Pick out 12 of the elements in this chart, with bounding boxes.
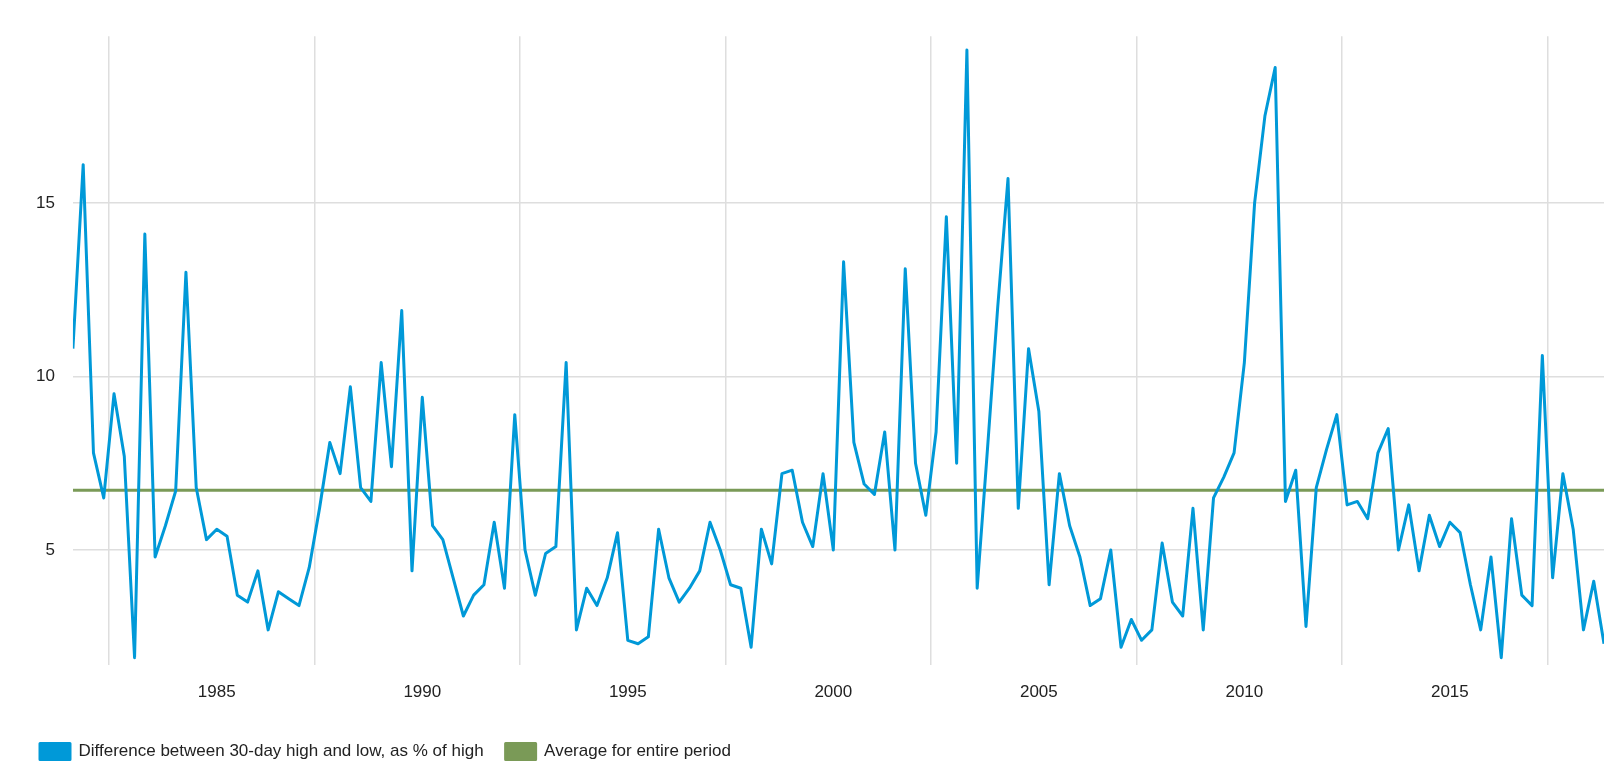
y-tick-label: 10 [35,366,55,386]
x-tick-label: 2010 [1225,682,1264,702]
y-tick-label: 5 [45,539,55,559]
x-tick-label: 2005 [1019,682,1058,702]
legend-label: Average for entire period [544,741,731,761]
x-tick-label: 1985 [197,682,236,702]
x-tick-label: 1995 [608,682,647,702]
x-tick-label: 1990 [403,682,442,702]
y-tick-label: 15 [35,192,55,212]
legend-label: Difference between 30-day high and low, as % of high [78,741,484,761]
x-tick-label: 2000 [814,682,853,702]
x-tick-label: 2015 [1430,682,1469,702]
